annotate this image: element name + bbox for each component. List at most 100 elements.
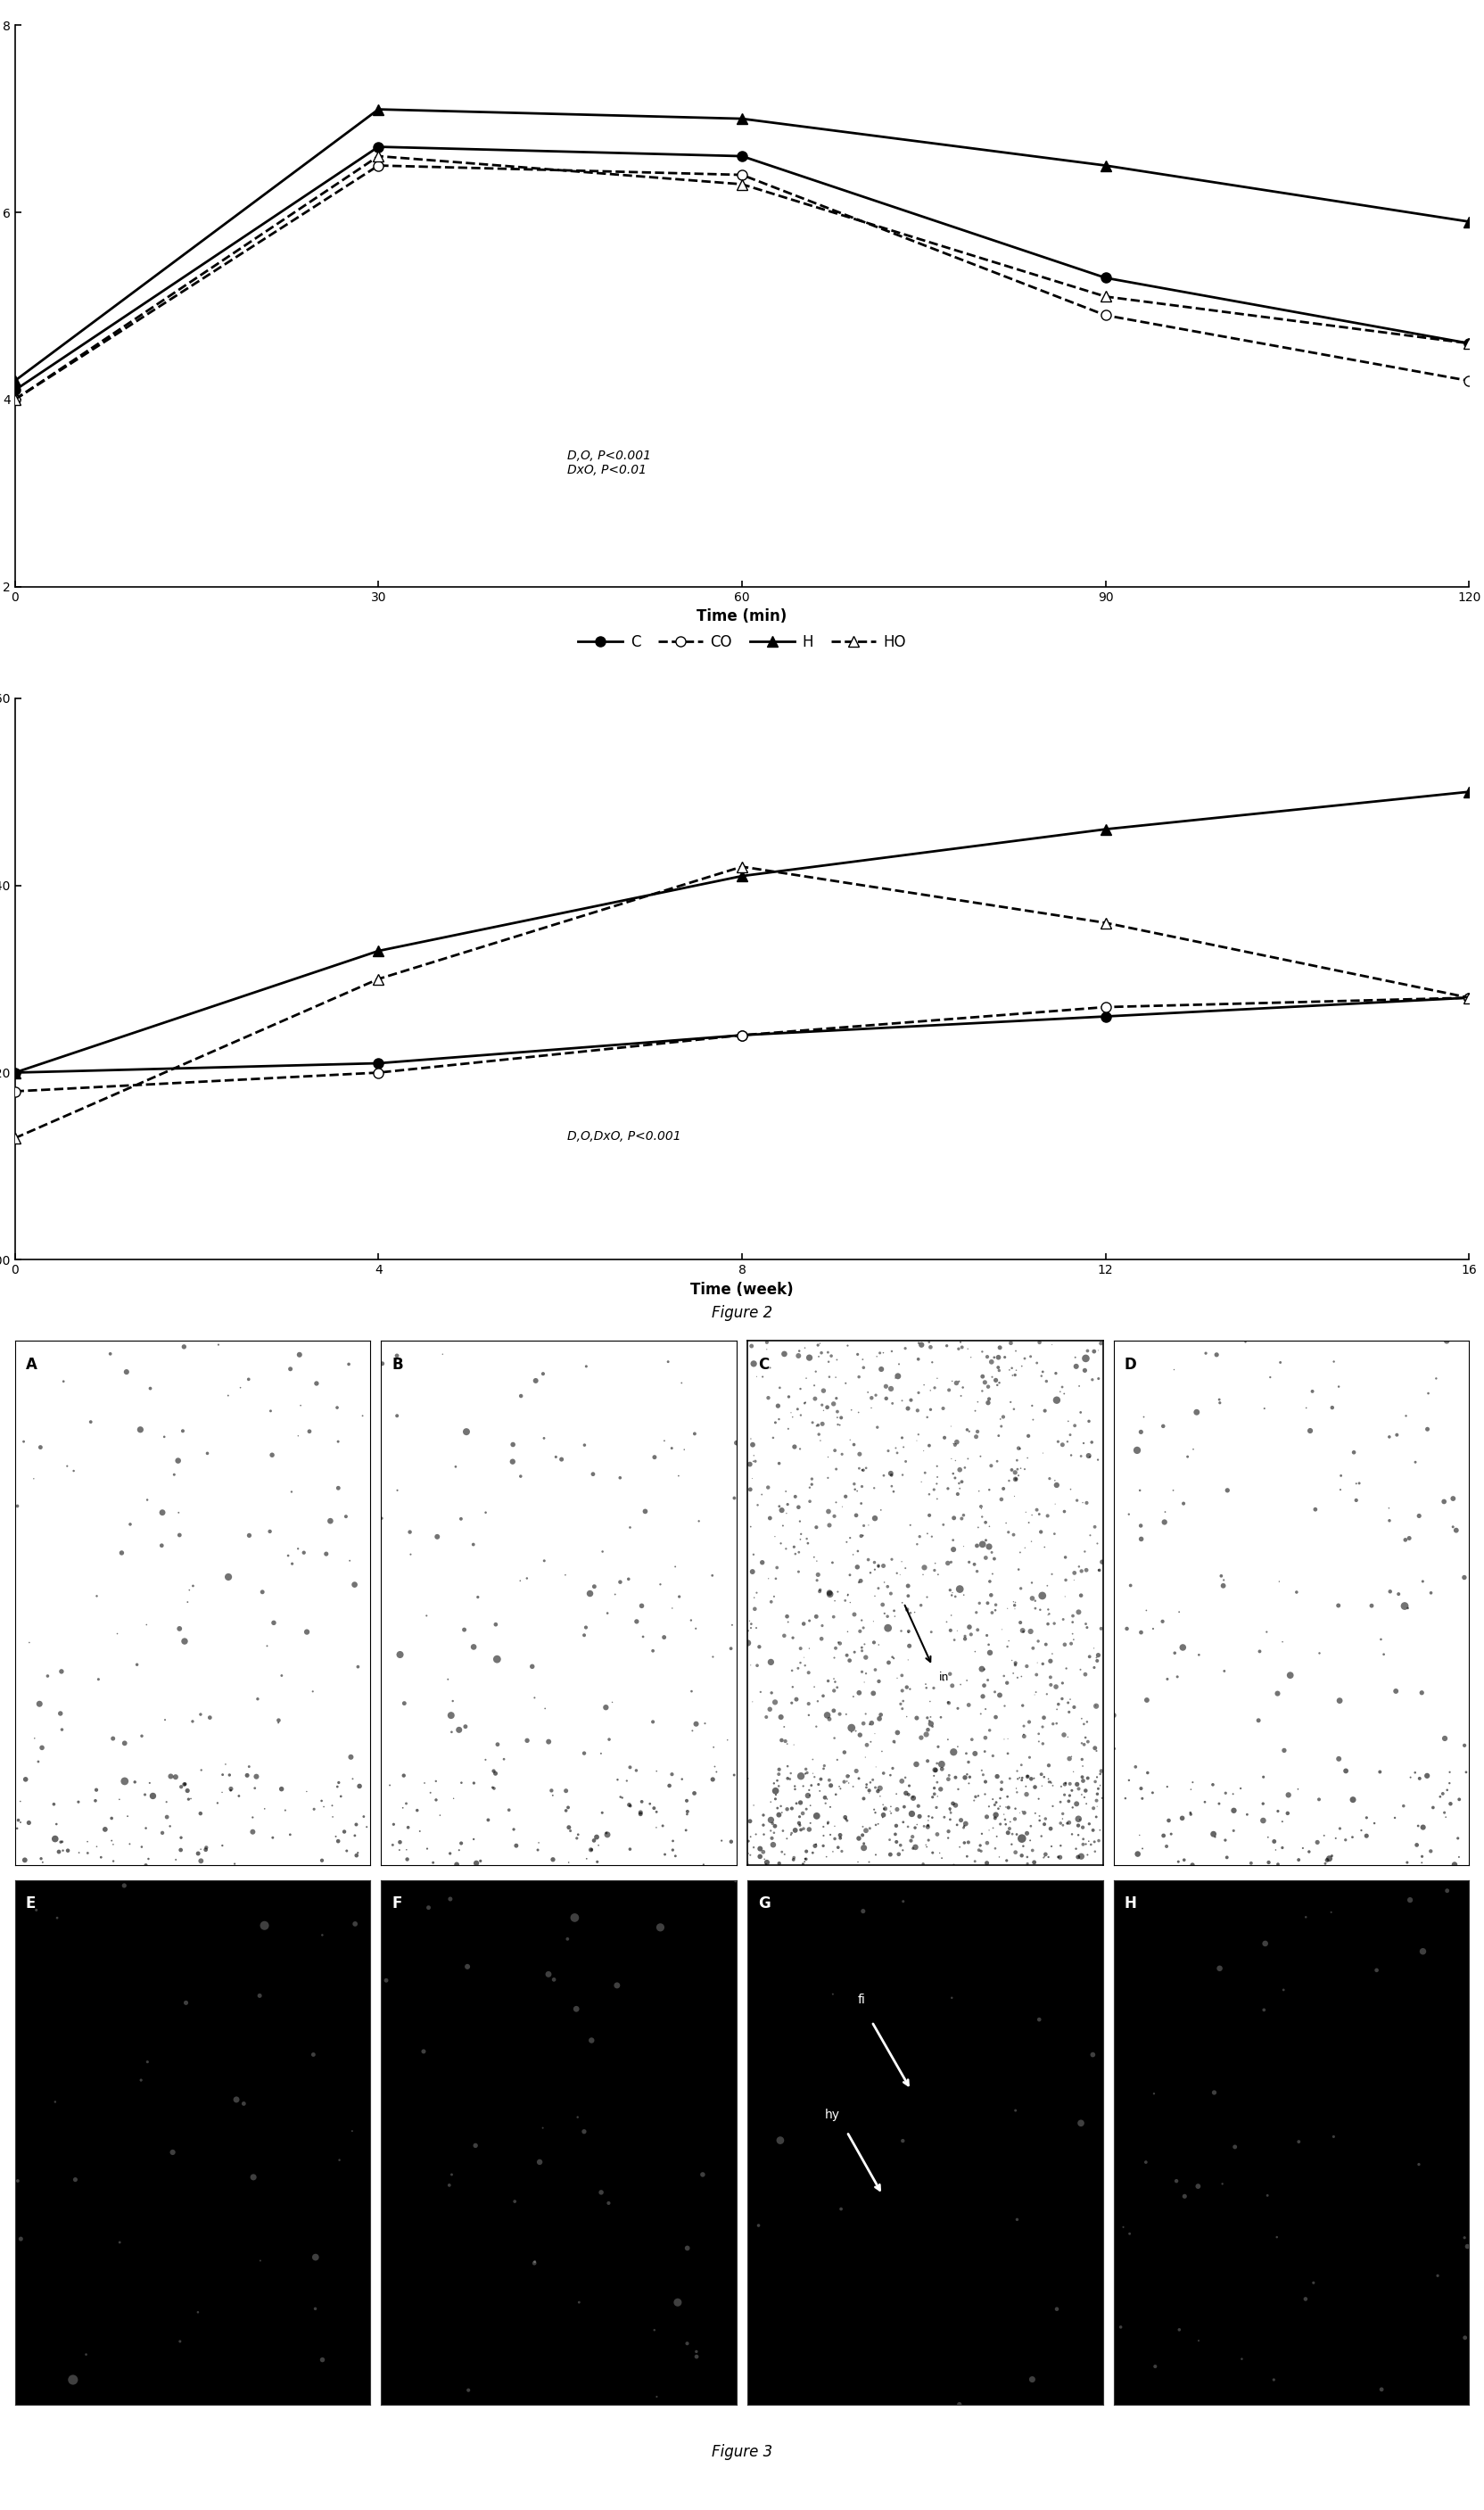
Point bbox=[795, 1524, 819, 1564]
Point bbox=[605, 1965, 629, 2005]
Point bbox=[45, 1805, 68, 1845]
Point bbox=[919, 1697, 942, 1737]
Point bbox=[325, 1388, 349, 1428]
Point bbox=[766, 1549, 789, 1589]
Point bbox=[1074, 1785, 1098, 1825]
Point bbox=[919, 1682, 942, 1722]
Point bbox=[1193, 1782, 1217, 1822]
Point bbox=[997, 1760, 1021, 1800]
Point bbox=[926, 1456, 950, 1496]
Point bbox=[835, 1757, 859, 1797]
Point bbox=[827, 1571, 850, 1611]
Point bbox=[828, 1767, 852, 1807]
Point bbox=[947, 1463, 971, 1503]
Point bbox=[1073, 1350, 1097, 1391]
Point bbox=[1003, 1790, 1027, 1830]
Point bbox=[850, 1340, 874, 1381]
Point bbox=[1000, 1451, 1024, 1491]
Point bbox=[485, 1724, 509, 1765]
Point bbox=[1015, 1438, 1039, 1478]
Point bbox=[1076, 1722, 1100, 1762]
Point bbox=[763, 1807, 787, 1847]
Point bbox=[344, 1805, 368, 1845]
Point bbox=[855, 1765, 879, 1805]
Point bbox=[1011, 1760, 1034, 1800]
Point bbox=[255, 1626, 279, 1667]
Point bbox=[1181, 1762, 1205, 1802]
Point bbox=[816, 1333, 840, 1373]
Point bbox=[374, 1960, 398, 2000]
Point bbox=[868, 1767, 892, 1807]
Point bbox=[1410, 1842, 1434, 1882]
Point bbox=[1447, 1837, 1471, 1877]
Point bbox=[692, 2154, 715, 2194]
Point bbox=[870, 1732, 893, 1772]
Point bbox=[965, 1416, 988, 1456]
Point bbox=[1006, 1549, 1030, 1589]
Point bbox=[767, 1767, 791, 1807]
Point bbox=[197, 1697, 221, 1737]
Point bbox=[824, 1820, 847, 1860]
Point bbox=[782, 1526, 806, 1566]
Point bbox=[556, 1787, 580, 1827]
Point bbox=[1077, 1436, 1101, 1476]
Point bbox=[962, 1780, 985, 1820]
Point bbox=[246, 1679, 270, 1719]
Point bbox=[742, 1534, 766, 1574]
Point bbox=[279, 1471, 303, 1511]
Point bbox=[749, 1672, 773, 1712]
Point bbox=[890, 1672, 914, 1712]
Point bbox=[1393, 1586, 1417, 1626]
Point bbox=[879, 1792, 902, 1832]
Text: G: G bbox=[758, 1895, 770, 1913]
Point bbox=[9, 1802, 33, 1842]
Point bbox=[1091, 1777, 1114, 1817]
Point bbox=[114, 1353, 138, 1393]
Point bbox=[788, 1797, 812, 1837]
Point bbox=[1006, 1760, 1030, 1800]
Point bbox=[984, 1584, 1008, 1624]
Point bbox=[515, 1559, 539, 1599]
Point bbox=[1018, 1611, 1042, 1652]
Point bbox=[50, 1822, 74, 1862]
Point bbox=[522, 1677, 546, 1717]
Point bbox=[880, 1466, 904, 1506]
Point bbox=[1355, 1797, 1379, 1837]
Point bbox=[981, 1807, 1005, 1847]
Point bbox=[276, 1536, 300, 1576]
Point bbox=[1117, 1760, 1141, 1800]
Point bbox=[758, 1642, 782, 1682]
Point bbox=[859, 1378, 883, 1418]
Point bbox=[1129, 1611, 1153, 1652]
Point bbox=[847, 1561, 871, 1601]
Point bbox=[999, 1802, 1022, 1842]
Point bbox=[43, 2081, 67, 2121]
Point bbox=[251, 1571, 275, 1611]
Point bbox=[884, 1554, 908, 1594]
Point bbox=[1009, 1835, 1033, 1875]
Point bbox=[1330, 1456, 1353, 1496]
Point bbox=[791, 1845, 815, 1885]
Point bbox=[781, 1682, 804, 1722]
Point bbox=[113, 1762, 137, 1802]
Point bbox=[224, 2078, 248, 2118]
Point bbox=[129, 1411, 153, 1451]
Point bbox=[644, 1807, 668, 1847]
Point bbox=[982, 1338, 1006, 1378]
Point bbox=[582, 1566, 605, 1606]
Point bbox=[1434, 1797, 1457, 1837]
Point bbox=[890, 2121, 914, 2161]
Point bbox=[893, 1772, 917, 1812]
Point bbox=[990, 1406, 1014, 1446]
Point bbox=[531, 1353, 555, 1393]
Point bbox=[18, 1621, 42, 1662]
Point bbox=[1037, 1594, 1061, 1634]
Point bbox=[1063, 1554, 1086, 1594]
Point bbox=[301, 2036, 325, 2076]
Point bbox=[1000, 1355, 1024, 1396]
Point bbox=[966, 1775, 990, 1815]
Point bbox=[858, 1842, 881, 1882]
Point bbox=[1392, 1785, 1416, 1825]
Point bbox=[595, 1812, 619, 1852]
Point bbox=[1028, 1511, 1052, 1551]
